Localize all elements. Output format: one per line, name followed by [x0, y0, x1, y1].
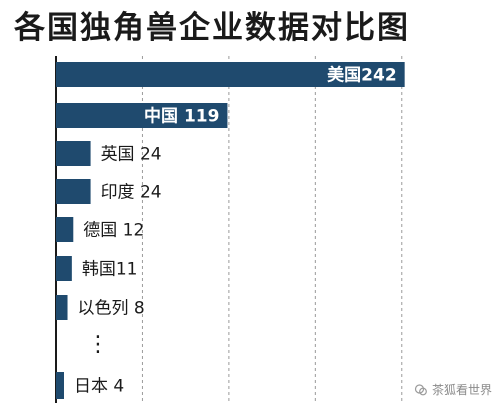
watermark-text: 茶狐看世界: [431, 383, 492, 397]
bar-6: [56, 256, 72, 281]
ellipsis-marker: ⋮: [87, 332, 109, 357]
bar-label-4: 印度 24: [101, 183, 162, 203]
bar-1: [56, 62, 405, 87]
watermark: 茶狐看世界: [414, 381, 492, 398]
bar-label-7: 以色列 8: [78, 299, 145, 319]
bar-label-3: 英国 24: [101, 145, 162, 165]
bar-label-1: 美国242: [327, 65, 397, 86]
bar-5: [56, 217, 74, 242]
bar-label-2: 中国 119: [144, 106, 219, 127]
bar-label-6: 韩国11: [82, 260, 138, 280]
bar-2: [56, 103, 228, 128]
bar-8: [56, 372, 64, 399]
chart-title: 各国独角兽企业数据对比图: [14, 10, 410, 46]
bar-label-8: 日本 4: [74, 377, 124, 397]
wechat-icon: [414, 383, 427, 395]
bar-4: [56, 179, 91, 204]
bar-3: [56, 141, 91, 166]
bar-label-5: 德国 12: [83, 221, 144, 241]
bar-7: [56, 295, 68, 320]
